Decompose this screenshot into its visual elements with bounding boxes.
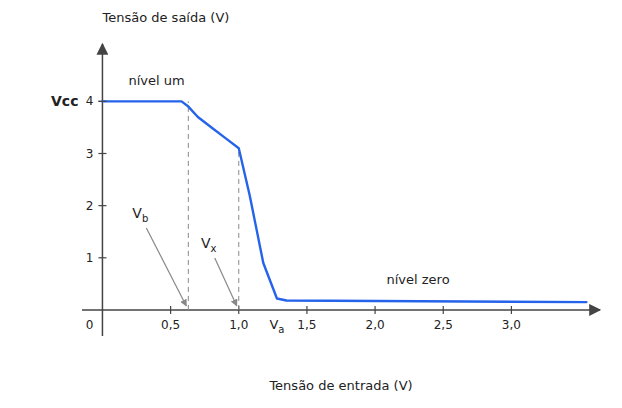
y-axis	[102, 44, 104, 336]
y-axis-label: Tensão de saída (V)	[101, 10, 229, 25]
x-tick-label: 1,5	[297, 318, 316, 332]
x-tick	[306, 306, 307, 314]
y-tick-label: 2	[86, 199, 94, 213]
x-tick	[374, 306, 375, 314]
x-tick-label: 3,0	[502, 318, 521, 332]
x-point-label: Va	[269, 317, 284, 335]
guide-arrow	[215, 258, 237, 306]
y-tick	[98, 257, 106, 258]
x-axis	[82, 309, 600, 311]
guide-label: Vx	[201, 235, 217, 254]
y-tick-label: 4	[86, 94, 94, 108]
y-tick	[98, 101, 106, 102]
x-tick	[511, 306, 512, 314]
origin-label: 0	[86, 318, 94, 332]
level-label: nível zero	[386, 272, 449, 287]
x-tick-label: 2,5	[434, 318, 453, 332]
y-tick	[98, 153, 106, 154]
x-tick	[443, 306, 444, 314]
transfer-curve	[102, 101, 586, 302]
x-tick-label: 1,0	[229, 318, 248, 332]
y-tick-label: 1	[86, 251, 94, 265]
level-label: nível um	[128, 73, 184, 88]
y-tick-label: 3	[86, 147, 94, 161]
x-tick-label: 2,0	[366, 318, 385, 332]
guide-arrow	[146, 228, 186, 306]
vcc-label: Vcc	[51, 93, 78, 109]
y-tick	[98, 205, 106, 206]
guide-label: Vb	[132, 205, 148, 224]
y-tick	[98, 101, 106, 102]
x-tick-label: 0,5	[161, 318, 180, 332]
x-axis-label: Tensão de entrada (V)	[268, 378, 412, 393]
guide-line	[238, 148, 239, 310]
plot-area	[102, 101, 586, 310]
x-tick	[170, 306, 171, 314]
chart: 0,5 1,0 1,5 2,0 2,5 3,0 1 2 3 4 Tensão de saída (V…	[0, 0, 622, 408]
guide-line	[188, 101, 189, 310]
